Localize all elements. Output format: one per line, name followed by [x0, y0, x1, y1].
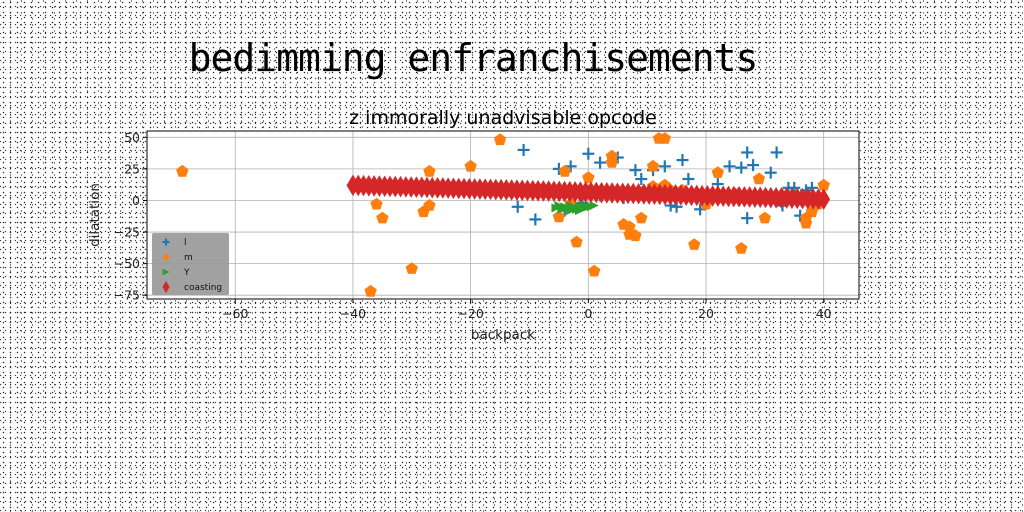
data-point [688, 238, 701, 250]
data-point [629, 229, 642, 242]
data-point [376, 211, 389, 224]
y-tick-label: 0 [132, 193, 140, 208]
data-point [758, 211, 771, 224]
data-point [558, 164, 571, 177]
y-tick-label: −50 [114, 256, 140, 271]
data-point [658, 132, 671, 144]
data-point [605, 149, 618, 162]
data-point [741, 212, 754, 225]
data-point [594, 156, 607, 169]
x-tick-label: 0 [584, 306, 592, 321]
data-point [711, 166, 724, 178]
x-tick-label: 20 [698, 306, 714, 321]
data-point [529, 213, 542, 226]
data-point [423, 164, 436, 177]
x-tick-label: −60 [222, 306, 248, 321]
series-l [511, 143, 818, 226]
data-point [764, 166, 777, 179]
data-point [635, 211, 648, 224]
y-tick-label: 25 [124, 161, 140, 176]
legend-marker [162, 280, 170, 294]
plot-frame [146, 130, 860, 300]
x-tick-label: 40 [816, 306, 832, 321]
legend-label: Y [183, 268, 190, 278]
y-tick-label: −75 [114, 288, 140, 303]
data-point [676, 154, 689, 167]
data-point [741, 146, 754, 159]
x-tick-label: −20 [457, 306, 483, 321]
legend-box [152, 233, 229, 295]
y-tick-label: −25 [114, 225, 140, 240]
data-point [817, 178, 830, 191]
data-point [623, 220, 636, 233]
data-point [582, 171, 595, 183]
legend-marker [162, 238, 170, 246]
series-Y [551, 201, 599, 216]
series-coasting [346, 174, 831, 211]
data-point [646, 159, 660, 172]
y-tick-label: 50 [124, 130, 140, 145]
data-point [405, 262, 418, 274]
data-point [176, 164, 189, 177]
y-axis-label: dilatation [87, 183, 103, 247]
data-point [735, 161, 748, 174]
legend-label: l [184, 238, 187, 248]
x-axis-label: backpack [471, 327, 535, 343]
data-point [570, 235, 583, 248]
data-point [370, 197, 383, 210]
data-point [588, 264, 601, 277]
legend-marker [162, 268, 170, 276]
data-point [493, 133, 507, 146]
data-point [464, 159, 477, 172]
chart-title: z immorally unadvisable opcode [349, 107, 657, 129]
data-point [566, 206, 576, 216]
data-point [517, 143, 530, 156]
legend-marker [162, 253, 170, 260]
legend-label: m [184, 253, 193, 263]
data-point [582, 147, 595, 160]
data-point [511, 200, 524, 213]
grid-lines [147, 131, 859, 299]
data-point [735, 242, 748, 254]
data-point [589, 201, 599, 211]
data-points [176, 132, 831, 297]
data-point [799, 216, 813, 229]
plot-area [147, 131, 859, 299]
data-point [364, 284, 377, 297]
data-point [723, 160, 736, 173]
data-point [682, 173, 695, 185]
data-point [629, 164, 642, 177]
data-point [817, 188, 831, 211]
data-point [658, 160, 671, 173]
data-point [770, 146, 783, 159]
data-point [752, 172, 766, 185]
x-tick-label: −40 [340, 306, 366, 321]
x-axis-ticks: −60 −40 −20 0 20 40 [222, 299, 832, 321]
y-axis-ticks: 50 25 0 −25 −50 −75 [114, 130, 147, 303]
data-point [552, 210, 566, 223]
data-point [574, 206, 584, 216]
data-point [635, 173, 648, 185]
data-point [554, 201, 564, 211]
data-point [423, 199, 436, 211]
data-point [747, 159, 760, 172]
legend-label: coasting [184, 283, 222, 293]
figure-suptitle: bedimming enfranchisements [188, 36, 759, 80]
